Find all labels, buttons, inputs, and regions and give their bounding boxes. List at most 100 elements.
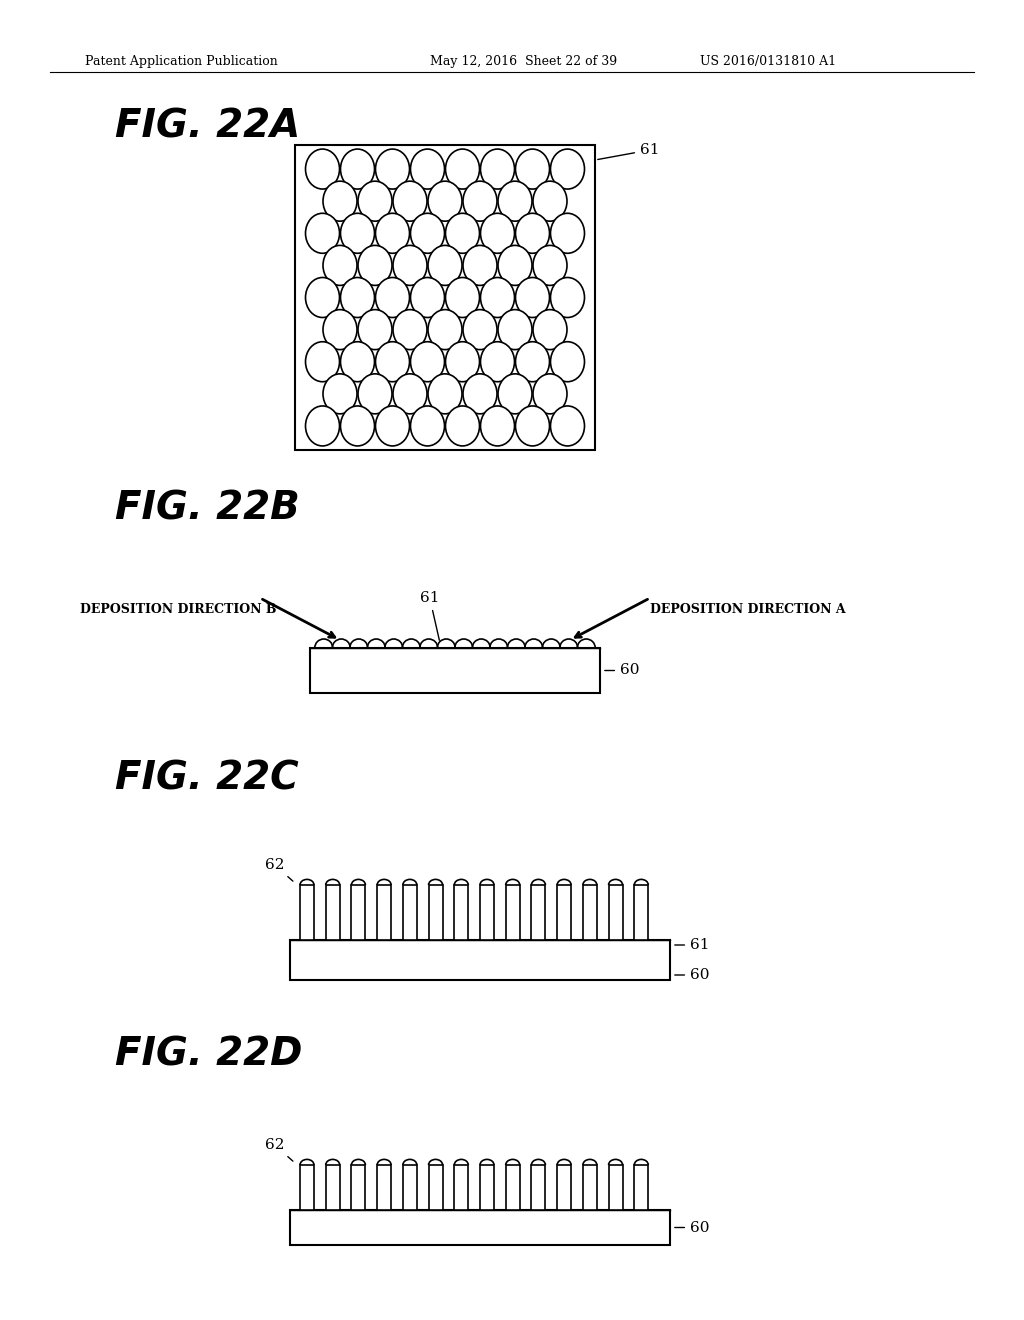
Bar [480, 1166, 494, 1210]
Ellipse shape [341, 407, 375, 446]
Bar [300, 1166, 314, 1210]
Ellipse shape [323, 246, 357, 285]
Text: FIG. 22B: FIG. 22B [115, 490, 300, 528]
Text: FIG. 22D: FIG. 22D [115, 1035, 302, 1073]
Ellipse shape [393, 310, 427, 350]
Ellipse shape [498, 246, 532, 285]
Ellipse shape [323, 374, 357, 414]
Text: 61: 61 [675, 939, 710, 952]
Ellipse shape [534, 374, 567, 414]
Bar [455, 1166, 468, 1210]
Ellipse shape [480, 214, 514, 253]
Ellipse shape [498, 310, 532, 350]
Ellipse shape [305, 214, 340, 253]
Text: May 12, 2016  Sheet 22 of 39: May 12, 2016 Sheet 22 of 39 [430, 55, 617, 69]
Ellipse shape [445, 149, 479, 189]
Ellipse shape [515, 342, 550, 381]
Ellipse shape [480, 342, 514, 381]
Bar [290, 940, 670, 979]
Text: 61: 61 [420, 591, 439, 640]
Ellipse shape [428, 310, 462, 350]
Text: 61: 61 [598, 143, 659, 160]
Bar [300, 884, 314, 940]
Ellipse shape [358, 310, 392, 350]
Bar [455, 884, 468, 940]
Bar [310, 648, 600, 693]
Ellipse shape [411, 342, 444, 381]
Ellipse shape [323, 181, 357, 222]
Bar [506, 884, 520, 940]
Ellipse shape [411, 149, 444, 189]
Ellipse shape [463, 374, 497, 414]
Text: 60: 60 [675, 1221, 710, 1234]
Text: US 2016/0131810 A1: US 2016/0131810 A1 [700, 55, 837, 69]
Ellipse shape [551, 149, 585, 189]
Ellipse shape [393, 246, 427, 285]
Bar [429, 1166, 442, 1210]
Ellipse shape [341, 214, 375, 253]
Ellipse shape [534, 246, 567, 285]
Bar [634, 884, 648, 940]
Bar [557, 1166, 571, 1210]
Bar [557, 884, 571, 940]
Ellipse shape [445, 277, 479, 318]
Ellipse shape [376, 149, 410, 189]
Bar [583, 884, 597, 940]
Bar [531, 1166, 546, 1210]
Ellipse shape [428, 246, 462, 285]
Text: 60: 60 [605, 664, 640, 677]
Ellipse shape [341, 277, 375, 318]
Ellipse shape [428, 181, 462, 222]
Ellipse shape [463, 181, 497, 222]
Text: 60: 60 [675, 968, 710, 982]
Ellipse shape [445, 407, 479, 446]
Ellipse shape [445, 342, 479, 381]
Ellipse shape [515, 407, 550, 446]
Ellipse shape [515, 149, 550, 189]
Ellipse shape [551, 277, 585, 318]
Ellipse shape [445, 214, 479, 253]
Ellipse shape [480, 277, 514, 318]
Bar [480, 884, 494, 940]
Bar [377, 884, 391, 940]
Bar [583, 1166, 597, 1210]
Text: 62: 62 [265, 858, 293, 882]
Ellipse shape [551, 407, 585, 446]
Ellipse shape [323, 310, 357, 350]
Ellipse shape [411, 407, 444, 446]
Ellipse shape [551, 342, 585, 381]
Ellipse shape [534, 181, 567, 222]
Bar [608, 884, 623, 940]
Ellipse shape [463, 246, 497, 285]
Ellipse shape [534, 310, 567, 350]
Ellipse shape [341, 342, 375, 381]
Ellipse shape [305, 149, 340, 189]
Ellipse shape [463, 310, 497, 350]
Ellipse shape [411, 214, 444, 253]
Text: Patent Application Publication: Patent Application Publication [85, 55, 278, 69]
Ellipse shape [480, 407, 514, 446]
Text: DEPOSITION DIRECTION A: DEPOSITION DIRECTION A [650, 603, 846, 616]
Bar [429, 884, 442, 940]
Bar [634, 1166, 648, 1210]
Ellipse shape [498, 181, 532, 222]
Ellipse shape [341, 149, 375, 189]
Ellipse shape [376, 342, 410, 381]
Ellipse shape [411, 277, 444, 318]
Ellipse shape [393, 374, 427, 414]
Ellipse shape [305, 342, 340, 381]
Ellipse shape [358, 246, 392, 285]
Ellipse shape [376, 277, 410, 318]
Ellipse shape [515, 277, 550, 318]
Bar [506, 1166, 520, 1210]
Ellipse shape [551, 214, 585, 253]
Ellipse shape [305, 277, 340, 318]
Bar [377, 1166, 391, 1210]
Text: FIG. 22C: FIG. 22C [115, 760, 299, 799]
Text: DEPOSITION DIRECTION B: DEPOSITION DIRECTION B [80, 603, 276, 616]
Bar [402, 1166, 417, 1210]
Bar [290, 1210, 670, 1245]
Bar [402, 884, 417, 940]
Ellipse shape [393, 181, 427, 222]
Ellipse shape [376, 407, 410, 446]
